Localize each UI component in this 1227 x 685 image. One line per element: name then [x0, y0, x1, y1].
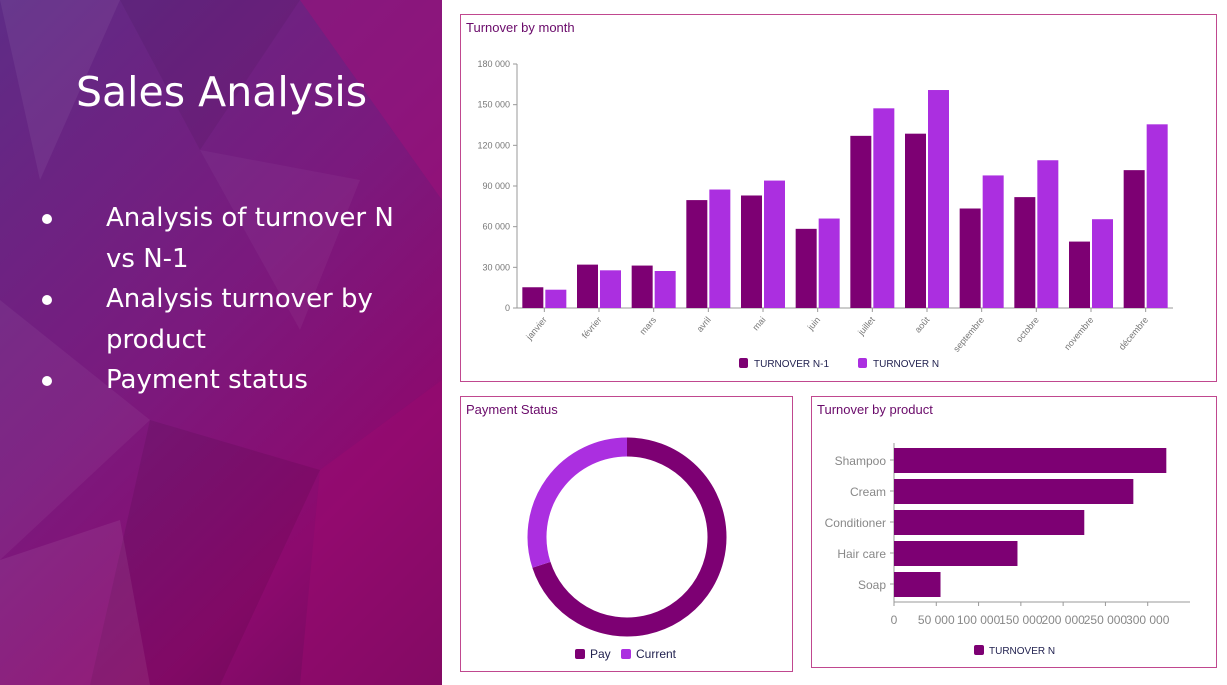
x-tick-label: septembre	[951, 315, 986, 354]
bar-n	[709, 189, 731, 308]
legend-label: TURNOVER N	[873, 359, 939, 370]
bar-n-1	[522, 287, 544, 308]
x-tick-label: juin	[805, 315, 822, 333]
y-tick-label: Hair care	[837, 547, 886, 561]
y-tick-label: Cream	[850, 485, 886, 499]
bar	[894, 479, 1134, 504]
monthly-chart: 0 30 000 60 000 90 000 120 000 150 000 180 000…	[477, 59, 1173, 370]
bar	[894, 448, 1167, 473]
legend-swatch	[739, 358, 748, 368]
x-tick-label: 100 000	[957, 613, 1001, 627]
x-tick-label: 250 000	[1084, 613, 1128, 627]
bullet-text: Payment status	[106, 365, 308, 395]
x-tick-label: décembre	[1117, 315, 1150, 352]
product-chart-panel: Turnover by product Shampoo Cream Conditio…	[811, 396, 1217, 668]
product-bar-chart: Shampoo Cream Conditioner Hair care Soap 0 50 …	[825, 443, 1190, 657]
bar-n-1	[905, 133, 926, 308]
y-tick-label: 150 000	[477, 100, 510, 110]
x-tick-label: avril	[695, 315, 713, 334]
bar	[894, 541, 1018, 566]
legend-label: TURNOVER N-1	[754, 359, 829, 370]
bar-n-1	[1014, 197, 1036, 308]
bar-n	[928, 90, 949, 308]
legend-swatch	[621, 649, 631, 659]
bar	[894, 510, 1085, 535]
x-tick-label: 0	[891, 613, 898, 627]
legend-swatch	[974, 645, 984, 655]
bar-n	[1146, 124, 1168, 308]
bar-n-1	[795, 228, 817, 308]
bullet-icon	[42, 295, 52, 305]
bar-n-1	[1069, 241, 1090, 308]
payment-donut-chart: Pay Current	[527, 437, 727, 661]
bullet-text: product	[106, 325, 207, 355]
donut-slice-pay	[532, 437, 727, 637]
x-tick-label: janvier	[524, 315, 549, 343]
x-tick-label: 300 000	[1126, 613, 1170, 627]
x-tick-label: octobre	[1014, 315, 1041, 344]
bar-n-1	[959, 208, 981, 308]
polygon-background	[0, 0, 442, 685]
bar-n	[1037, 160, 1059, 308]
y-tick-label: 90 000	[482, 181, 510, 191]
bullet-icon	[42, 214, 52, 224]
x-tick-label: mars	[638, 314, 659, 336]
chart-title: Turnover by month	[466, 20, 575, 35]
x-tick-label: août	[913, 314, 932, 334]
y-tick-label: Shampoo	[835, 454, 887, 468]
bullet-text: vs N-1	[106, 244, 189, 274]
bar-n-1	[850, 135, 872, 308]
y-tick-label: 60 000	[482, 222, 510, 232]
x-tick-label: février	[580, 315, 604, 341]
bar-n-1	[577, 264, 598, 308]
slide-title: Sales Analysis	[76, 68, 368, 116]
legend-swatch	[858, 358, 867, 368]
x-tick-label: 50 000	[918, 613, 955, 627]
x-tick-label: novembre	[1062, 315, 1095, 352]
bar-n	[654, 270, 676, 308]
donut-slice-current	[527, 437, 628, 568]
bar-n-1	[741, 195, 762, 308]
x-tick-label: 150 000	[999, 613, 1043, 627]
y-tick-label: Soap	[858, 578, 886, 592]
y-tick-label: 180 000	[477, 59, 510, 69]
bar-n-1	[1123, 170, 1145, 308]
y-tick-label: 0	[505, 303, 510, 313]
legend-label: TURNOVER N	[989, 646, 1055, 657]
bullet-text: Analysis turnover by	[106, 284, 373, 314]
bar-n	[873, 108, 895, 309]
bar-n	[818, 218, 840, 308]
x-tick-label: mai	[751, 315, 768, 333]
bar-n	[600, 270, 621, 308]
bar-n	[1092, 219, 1113, 308]
chart-title: Turnover by product	[817, 402, 933, 417]
legend-label: Pay	[590, 647, 611, 661]
bar-n	[982, 175, 1004, 308]
bar	[894, 572, 941, 597]
x-tick-label: 200 000	[1041, 613, 1085, 627]
legend-swatch	[575, 649, 585, 659]
bar-n	[764, 180, 785, 308]
bullet-icon	[42, 376, 52, 386]
bar-n-1	[631, 265, 653, 308]
chart-title: Payment Status	[466, 402, 558, 417]
title-panel: Sales Analysis Analysis of turnover N vs…	[0, 0, 442, 685]
y-tick-label: 30 000	[482, 262, 510, 272]
monthly-chart-panel: Turnover by month 0 30 000 60 000 90 000 120…	[460, 14, 1217, 382]
bar-n-1	[686, 200, 708, 308]
payment-chart-panel: Payment Status Pay Current	[460, 396, 793, 672]
bar-n	[545, 289, 567, 308]
y-tick-label: Conditioner	[825, 516, 886, 530]
x-tick-label: juillet	[855, 314, 877, 337]
bullet-text: Analysis of turnover N	[106, 203, 394, 233]
y-tick-label: 120 000	[477, 140, 510, 150]
legend-label: Current	[636, 647, 677, 661]
